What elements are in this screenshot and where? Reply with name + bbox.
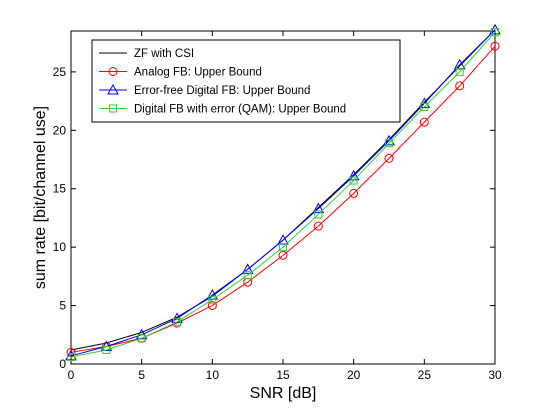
legend-box xyxy=(91,39,401,123)
data-point xyxy=(419,117,429,127)
data-point xyxy=(241,263,254,274)
series-layer xyxy=(65,23,501,361)
data-point xyxy=(455,67,464,76)
data-point xyxy=(490,41,500,51)
data-point xyxy=(206,289,219,300)
data-point xyxy=(278,250,288,260)
legend-marker xyxy=(108,67,118,76)
data-point xyxy=(137,334,146,343)
x-tick-label: 20 xyxy=(347,368,361,382)
y-tick-label: 15 xyxy=(53,182,67,196)
legend-label: Error-free Digital FB: Upper Bound xyxy=(134,85,310,97)
data-point xyxy=(173,317,181,326)
data-point xyxy=(313,221,323,231)
data-point xyxy=(314,210,323,219)
data-point xyxy=(349,188,359,198)
data-point xyxy=(312,202,325,214)
y-tick-label: 25 xyxy=(53,65,67,79)
y-tick-label: 20 xyxy=(53,123,67,137)
legend-label: Digital FB with error (QAM): Upper Bound xyxy=(134,104,346,116)
data-point xyxy=(489,23,501,35)
data-point xyxy=(65,349,77,361)
legend: ZF with CSI Analog FB: Upper Bound Error-f… xyxy=(91,39,401,123)
data-point xyxy=(67,352,75,361)
legend-entry: ZF with CSI xyxy=(99,48,194,60)
data-point xyxy=(420,102,429,111)
series-line xyxy=(70,31,496,358)
data-point xyxy=(455,81,465,91)
data-point xyxy=(243,271,252,280)
data-point xyxy=(491,28,499,37)
legend-entry: Error-free Digital FB: Upper Bound xyxy=(99,83,310,97)
y-tick-label: 5 xyxy=(59,299,66,313)
x-axis-label: SNR [dB] xyxy=(250,385,317,402)
series-3 xyxy=(67,28,499,361)
data-point xyxy=(384,153,394,163)
y-tick-label: 10 xyxy=(53,240,67,254)
data-point xyxy=(385,139,393,148)
data-point xyxy=(66,347,76,357)
x-tick-label: 30 xyxy=(488,368,502,382)
x-tick-label: 5 xyxy=(138,368,145,382)
x-tick-label: 15 xyxy=(276,368,290,382)
legend-marker xyxy=(109,104,117,113)
x-tick-label: 10 xyxy=(206,368,220,382)
legend-marker xyxy=(107,83,119,95)
legend-label: Analog FB: Upper Bound xyxy=(134,67,262,79)
y-axis-label: sum rate [bit/channel use] xyxy=(32,106,49,289)
legend-entry: Digital FB with error (QAM): Upper Bound xyxy=(99,104,346,116)
y-tick-label: 0 xyxy=(59,357,66,371)
data-point xyxy=(208,295,217,304)
data-point xyxy=(207,301,217,311)
legend-label: ZF with CSI xyxy=(134,48,194,60)
data-point xyxy=(102,345,111,354)
legend-entry: Analog FB: Upper Bound xyxy=(99,67,262,79)
data-point xyxy=(349,176,358,185)
x-tick-label: 0 xyxy=(68,368,75,382)
x-tick-label: 25 xyxy=(418,368,432,382)
data-point xyxy=(279,243,287,252)
axis-ticks: 0 5 10 15 20 25 30 0 5 10 15 20 25 xyxy=(53,31,502,382)
